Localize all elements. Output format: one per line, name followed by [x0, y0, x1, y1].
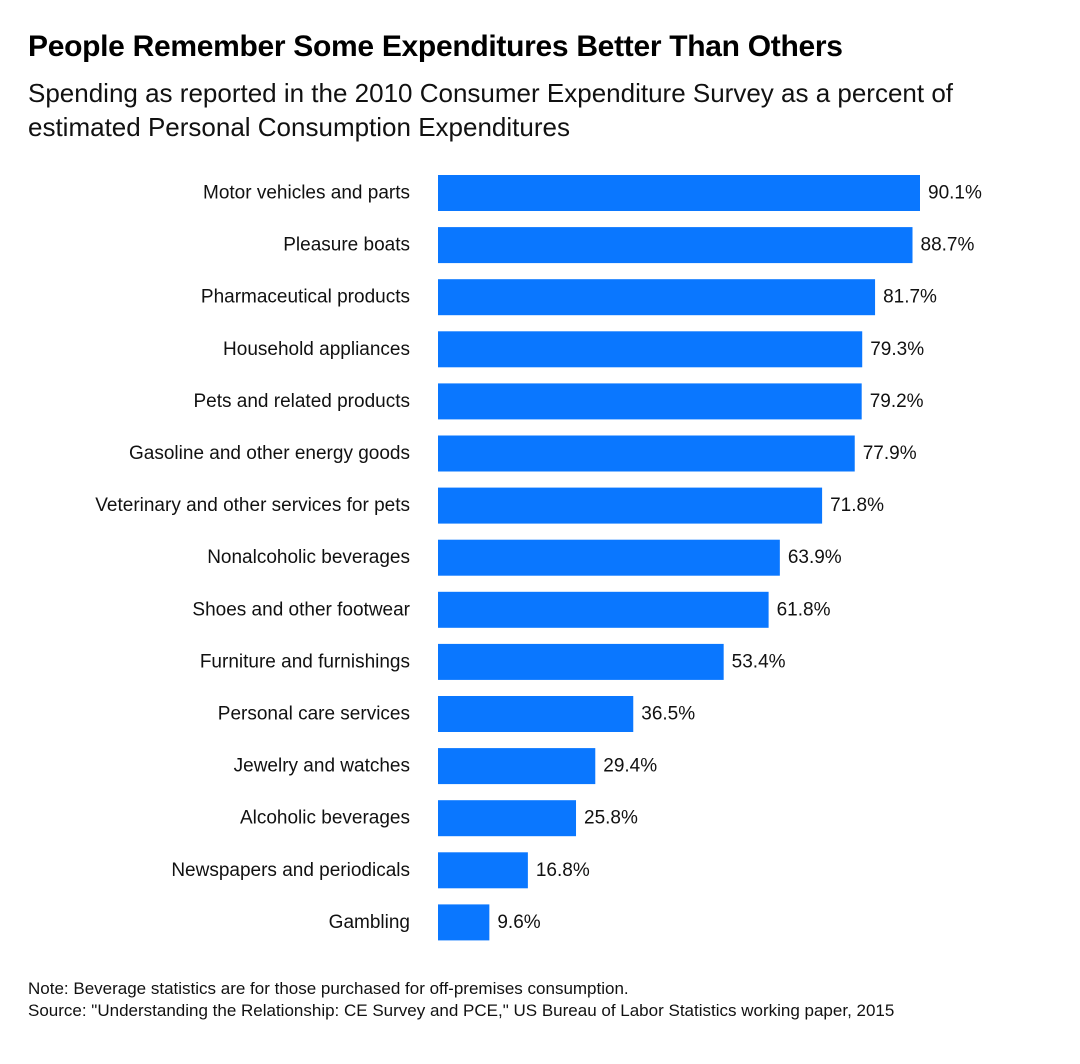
chart-subtitle: Spending as reported in the 2010 Consume…: [28, 78, 954, 142]
bar: [438, 748, 596, 785]
chart-notes: Note: Beverage statistics are for those …: [28, 978, 1048, 1022]
category-label: Motor vehicles and parts: [203, 183, 410, 204]
bar: [438, 435, 855, 472]
category-label: Veterinary and other services for pets: [95, 495, 410, 516]
bar: [438, 852, 528, 889]
category-label: Personal care services: [218, 704, 410, 725]
value-label: 77.9%: [863, 443, 917, 464]
value-label: 71.8%: [830, 495, 884, 516]
bar: [438, 331, 863, 368]
value-label: 16.8%: [536, 860, 590, 881]
bar: [438, 383, 862, 420]
value-label: 81.7%: [883, 287, 937, 308]
category-label: Alcoholic beverages: [240, 808, 410, 829]
bar: [438, 487, 823, 524]
value-label: 53.4%: [732, 651, 786, 672]
bar: [438, 539, 780, 576]
value-label: 36.5%: [641, 704, 695, 725]
category-label: Nonalcoholic beverages: [207, 547, 410, 568]
value-label: 90.1%: [928, 183, 982, 204]
value-label: 9.6%: [497, 912, 540, 933]
note-text: Note: Beverage statistics are for those …: [28, 979, 629, 998]
category-label: Household appliances: [223, 339, 410, 360]
chart-title: People Remember Some Expenditures Better…: [28, 30, 843, 63]
value-label: 79.3%: [870, 339, 924, 360]
bar: [438, 696, 634, 732]
category-label: Shoes and other footwear: [192, 599, 410, 620]
source-text: Source: "Understanding the Relationship:…: [28, 1001, 895, 1020]
category-label: Pleasure boats: [283, 235, 410, 256]
bar: [438, 591, 769, 628]
bar-chart: Motor vehicles and parts 90.1% Pleasure bo…: [95, 175, 982, 941]
category-label: Furniture and furnishings: [200, 651, 410, 672]
category-label: Pharmaceutical products: [201, 287, 410, 308]
value-label: 29.4%: [603, 756, 657, 777]
value-label: 88.7%: [921, 235, 975, 256]
bar: [438, 175, 920, 211]
value-label: 61.8%: [777, 599, 831, 620]
value-label: 25.8%: [584, 808, 638, 829]
bar: [438, 800, 577, 837]
bar: [438, 643, 724, 680]
category-label: Gambling: [329, 912, 410, 933]
category-label: Pets and related products: [193, 391, 410, 412]
bar: [438, 904, 490, 941]
category-label: Jewelry and watches: [234, 756, 410, 777]
bar: [438, 227, 913, 264]
value-label: 79.2%: [870, 391, 924, 412]
category-label: Gasoline and other energy goods: [129, 443, 410, 464]
value-label: 63.9%: [788, 547, 842, 568]
bar: [438, 279, 876, 316]
category-label: Newspapers and periodicals: [171, 860, 410, 881]
